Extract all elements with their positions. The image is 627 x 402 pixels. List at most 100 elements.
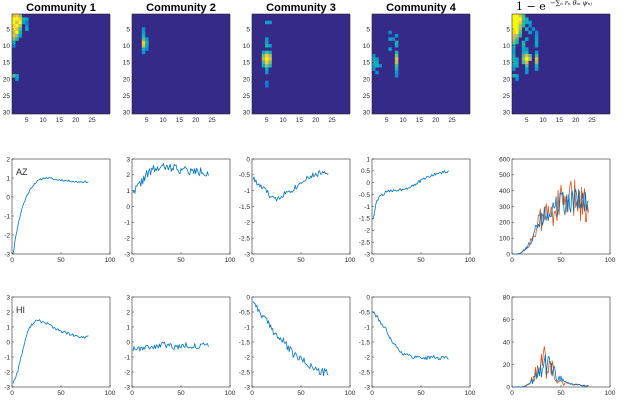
heatmap-cell — [141, 44, 146, 48]
y-tick-label: 200 — [499, 220, 510, 227]
heatmap-frame — [11, 13, 111, 115]
heatmap-cell — [394, 50, 399, 55]
x-tick-label: 50 — [177, 257, 185, 264]
y-tick-label: 5 — [6, 26, 10, 33]
heatmap-cell — [534, 64, 539, 68]
x-tick-label: 5 — [25, 117, 29, 124]
heatmap-cell — [518, 34, 522, 38]
heatmap-cell — [521, 17, 526, 21]
heatmap-cell — [512, 17, 516, 21]
y-tick-label: 0 — [506, 251, 510, 258]
x-tick-label: 100 — [465, 257, 476, 264]
y-tick-label: 30 — [243, 110, 251, 117]
heatmap-cell — [268, 64, 272, 68]
y-tick-label: -2 — [364, 354, 370, 361]
heatmap-cell — [525, 50, 529, 55]
y-tick-label: 15 — [243, 60, 251, 67]
x-tick-label: 100 — [605, 390, 616, 397]
y-tick-label: 5 — [506, 26, 510, 33]
panel-title-formula: 1 − e — [516, 0, 546, 13]
heatmap-cell — [394, 34, 399, 38]
heatmap-cell — [145, 44, 149, 48]
heatmap-cell — [261, 64, 266, 68]
heatmap-cell — [372, 57, 376, 61]
heatmap-panel-3: 5 10 15 20 25 30 5 10 15 20 25 Community 3 — [243, 2, 351, 124]
y-tick-label: 3 — [6, 294, 10, 301]
x-tick-label: 25 — [208, 117, 216, 124]
panel-title: Community 4 — [386, 2, 457, 14]
heatmap-cell — [15, 14, 19, 18]
heatmap-cell — [268, 54, 272, 58]
y-tick-label: 20 — [503, 362, 511, 369]
series-line-observed — [512, 179, 589, 255]
y-tick-label: 0 — [6, 194, 10, 201]
heatmap-cell — [261, 60, 266, 65]
heatmap-cell — [141, 37, 146, 41]
heatmap-cell — [265, 57, 269, 61]
y-tick-label: -3 — [244, 251, 250, 258]
y-tick-label: 30 — [3, 110, 11, 117]
heatmap-panel-5: 5 10 15 20 25 30 5 10 15 20 25 1 − e −∑ₙ rₙ θᵢₙ ψₙⱼ — [503, 0, 611, 124]
heatmap-cell — [521, 40, 526, 45]
y-tick-label: 100 — [499, 235, 510, 242]
heatmap-cell — [141, 47, 146, 51]
y-tick-label: -3 — [124, 251, 130, 258]
line-panel-15: 0 20 40 60 80 0 50 100 — [503, 294, 616, 397]
x-tick-label: 100 — [225, 390, 236, 397]
y-tick-label: 15 — [363, 60, 371, 67]
heatmap-cell — [12, 30, 16, 35]
y-tick-label: -1.5 — [359, 339, 371, 346]
y-tick-label: -2 — [364, 228, 370, 235]
heatmap-cell — [25, 17, 29, 21]
heatmap-cell — [375, 64, 379, 68]
y-tick-label: 5 — [126, 26, 130, 33]
heatmap-cell — [528, 54, 532, 58]
heatmap-cell — [518, 30, 522, 35]
y-tick-label: 15 — [3, 60, 11, 67]
x-tick-label: 50 — [57, 390, 65, 397]
x-tick-label: 100 — [105, 257, 116, 264]
heatmap-cell — [534, 67, 539, 71]
y-tick-label: 0 — [366, 180, 370, 187]
heatmap-cell — [25, 27, 29, 31]
heatmap-cell — [525, 67, 529, 71]
heatmap-cell — [394, 54, 399, 58]
heatmap-cell — [268, 50, 272, 55]
heatmap-cell — [391, 37, 396, 41]
heatmap-cell — [21, 20, 26, 25]
y-tick-label: 2 — [6, 309, 10, 316]
heatmap-cell — [141, 34, 146, 38]
heatmap-cell — [521, 47, 526, 51]
heatmap-cell — [515, 14, 519, 18]
axes-frame — [131, 296, 231, 388]
heatmap-cell — [521, 20, 526, 25]
heatmap-cell — [265, 60, 269, 65]
axes-frame — [511, 296, 611, 388]
x-tick-label: 10 — [159, 117, 167, 124]
axes-frame — [511, 158, 611, 255]
heatmap-cell — [388, 37, 392, 41]
y-tick-label: 300 — [499, 204, 510, 211]
heatmap-cell — [15, 37, 19, 41]
heatmap-cell — [394, 74, 399, 78]
y-tick-label: 0 — [126, 204, 130, 211]
heatmap-cell — [521, 57, 526, 61]
y-tick-label: 2 — [6, 156, 10, 163]
y-tick-label: 25 — [123, 93, 131, 100]
y-tick-label: -0.5 — [239, 309, 251, 316]
y-tick-label: 0 — [126, 339, 130, 346]
heatmap-cell — [394, 64, 399, 68]
heatmap-cell — [515, 27, 519, 31]
x-tick-label: 5 — [265, 117, 269, 124]
y-tick-label: 25 — [3, 93, 11, 100]
y-tick-label: -1 — [4, 213, 10, 220]
heatmap-cell — [534, 34, 539, 38]
heatmap-cell — [534, 54, 539, 58]
heatmap-cell — [512, 30, 516, 35]
heatmap-cell — [268, 57, 272, 61]
heatmap-cell — [265, 64, 269, 68]
x-tick-label: 0 — [250, 390, 254, 397]
heatmap-cell — [15, 20, 19, 25]
y-tick-label: 0 — [246, 156, 250, 163]
